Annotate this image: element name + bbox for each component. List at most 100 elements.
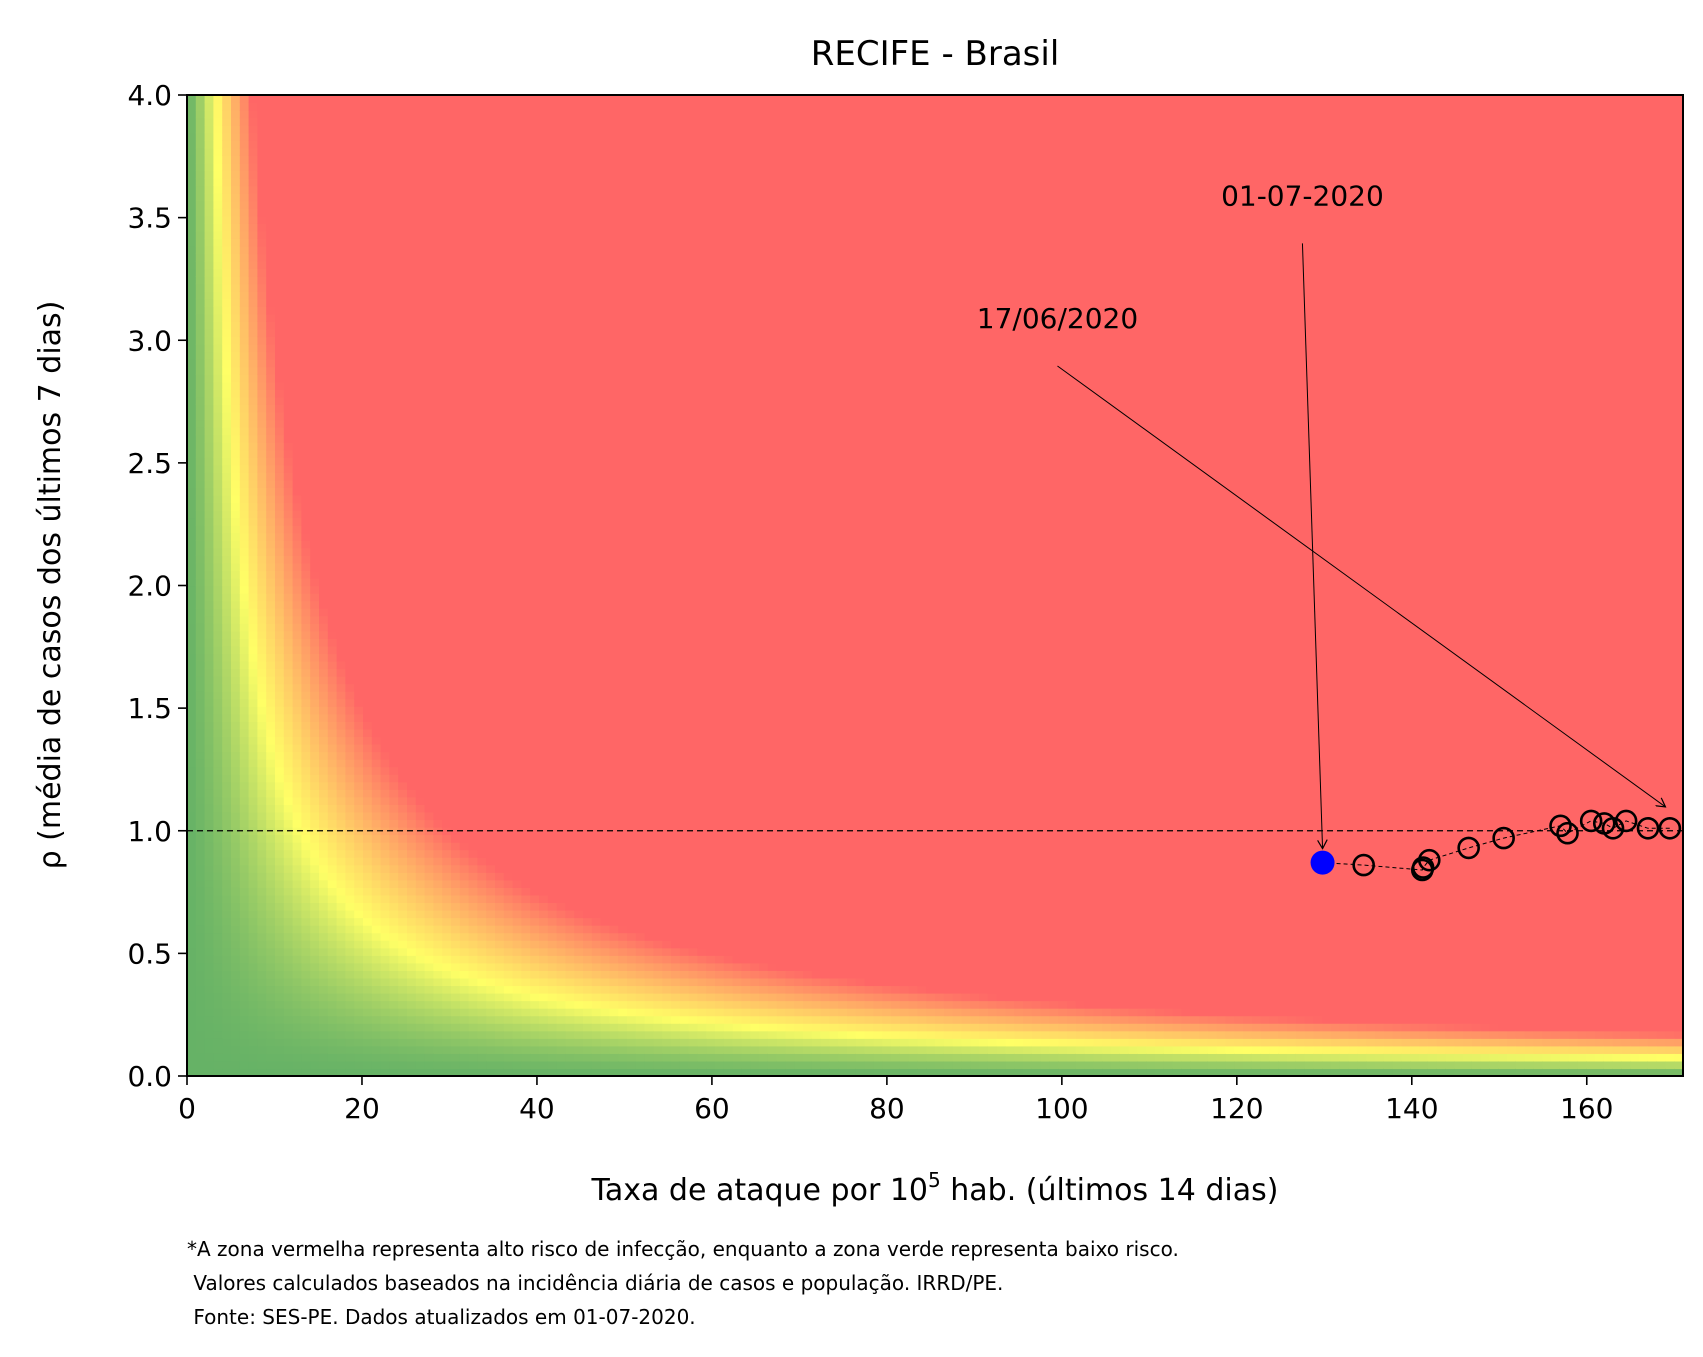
risk-cell [415,804,426,813]
risk-cell [477,1015,487,1024]
risk-cell [1383,1045,1394,1054]
risk-cell [275,653,285,662]
risk-cell [521,917,531,926]
risk-cell [222,389,232,398]
risk-cell [662,1068,672,1076]
risk-cell [187,245,197,270]
risk-cell [424,95,434,813]
risk-cell [319,909,329,919]
risk-cell [354,992,364,1002]
risk-cell [627,1068,637,1076]
risk-cell [451,894,461,904]
risk-cell [239,789,250,798]
risk-cell [363,1068,373,1076]
risk-cell [468,1053,478,1062]
risk-cell [486,932,496,941]
risk-cell [248,525,258,534]
risk-cell [627,962,637,971]
risk-cell [864,1053,874,1062]
risk-cell [248,713,258,722]
risk-cell [873,1053,883,1062]
risk-cell [266,630,276,639]
risk-cell [213,977,223,987]
risk-cell [319,668,329,677]
risk-cell [301,774,311,783]
risk-cell [1577,95,1587,1032]
risk-cell [891,1045,901,1054]
risk-cell [1269,1053,1279,1062]
risk-cell [327,819,338,828]
risk-cell [222,630,232,639]
risk-cell [213,819,223,828]
risk-cell [292,1000,302,1009]
risk-cell [503,887,514,896]
risk-cell [486,1045,496,1054]
risk-cell [319,992,329,1002]
risk-cell [292,1053,302,1062]
risk-cell [222,125,232,134]
risk-cell [486,1053,496,1062]
risk-cell [283,992,294,1002]
risk-cell [1480,1045,1490,1054]
risk-cell [248,404,258,413]
risk-cell [292,947,302,956]
risk-cell [195,178,206,187]
risk-cell [442,872,452,881]
risk-cell [1207,1045,1218,1054]
risk-cell [1199,1015,1209,1024]
risk-cell [275,796,285,805]
risk-cell [327,864,338,873]
risk-cell [407,925,417,934]
risk-cell [1639,95,1649,1032]
risk-cell [935,1060,945,1070]
risk-cell [222,411,232,421]
risk-cell [442,857,452,866]
risk-cell [451,917,461,926]
risk-cell [248,562,258,572]
risk-cell [275,676,285,685]
risk-cell [187,947,197,1002]
risk-cell [662,1045,672,1054]
risk-cell [1568,95,1578,1032]
risk-cell [213,713,223,722]
risk-cell [266,442,276,451]
risk-cell [371,902,382,911]
risk-cell [204,1038,214,1054]
risk-cell [398,842,408,851]
risk-cell [1084,1068,1094,1076]
risk-cell [398,894,408,904]
risk-cell [275,645,285,655]
risk-cell [266,1008,276,1017]
risk-cell [1436,1038,1446,1047]
risk-cell [1568,1060,1578,1070]
risk-cell [1331,1068,1341,1076]
risk-cell [1111,95,1121,1009]
risk-cell [1163,95,1174,1009]
risk-cell [266,653,276,662]
risk-cell [1181,1045,1191,1054]
risk-cell [987,992,998,1002]
risk-cell [1647,1068,1658,1076]
risk-cell [389,864,399,873]
risk-cell [1234,1045,1244,1054]
risk-cell [961,1060,971,1070]
risk-cell [1568,1030,1578,1039]
risk-cell [398,95,408,783]
risk-cell [908,1068,918,1076]
risk-cell [213,1060,223,1070]
x-tick-label: 160 [1560,1092,1613,1125]
risk-cell [679,1045,690,1054]
risk-cell [275,947,285,956]
risk-cell [310,706,320,715]
risk-cell [275,698,285,707]
risk-cell [248,396,258,405]
risk-cell [468,909,478,919]
risk-cell [266,955,276,964]
risk-cell [521,977,531,987]
risk-cell [239,102,250,111]
risk-cell [398,1000,408,1009]
risk-cell [715,985,725,994]
risk-cell [1357,1038,1367,1047]
risk-cell [1322,1068,1332,1076]
risk-cell [979,1060,989,1070]
